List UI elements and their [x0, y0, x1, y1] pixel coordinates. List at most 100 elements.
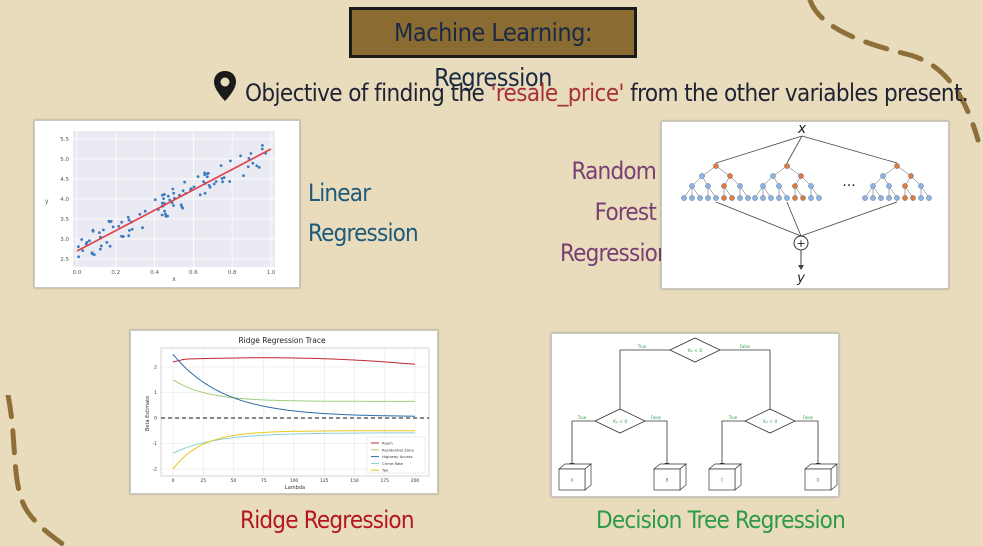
- ridge-y-tick: -2: [153, 467, 158, 473]
- scatter-point: [130, 227, 134, 231]
- dt-leaf-box: [804, 468, 832, 491]
- rf-tree-node: [689, 183, 695, 189]
- scatter-point: [107, 219, 111, 223]
- rf-tree-node: [894, 163, 900, 169]
- dt-right-node: [744, 408, 796, 434]
- rf-tree-node: [870, 195, 876, 201]
- scatter-point: [111, 225, 115, 229]
- ridge-trace-line: [172, 357, 416, 365]
- scatter-point: [162, 197, 165, 200]
- ridge-legend-item: Room: [382, 441, 393, 446]
- dt-right-node-label: X₃ < 0: [763, 419, 778, 425]
- dt-leaf-box: [653, 468, 681, 491]
- rf-tree-node: [776, 183, 782, 189]
- rf-tree-node: [768, 195, 774, 201]
- ridge-x-tick: 150: [350, 478, 359, 484]
- scatter-point: [128, 229, 131, 232]
- scatter-point: [212, 182, 216, 186]
- rf-tree-node: [752, 195, 758, 201]
- ridge-chart-title: Ridge Regression Trace: [238, 336, 326, 345]
- objective-highlight: 'resale_price': [490, 79, 624, 107]
- scatter-point: [202, 180, 205, 183]
- scatter-point: [91, 229, 95, 233]
- regression-line: [76, 148, 272, 252]
- scatter-point: [255, 164, 259, 168]
- scatter-point: [92, 253, 96, 256]
- dt-root-true-edge: True: [637, 344, 647, 349]
- rf-tree-node: [729, 195, 735, 201]
- ridge-x-tick: 0: [172, 478, 175, 484]
- scatter-point: [98, 231, 101, 234]
- scatter-point: [105, 241, 109, 244]
- rf-tree-node: [697, 195, 703, 201]
- random-forest-diagram-panel: x ··· + y: [661, 121, 949, 289]
- scatter-point: [171, 187, 175, 191]
- rf-tree-node: [910, 195, 916, 201]
- rf-tree-node: [798, 173, 804, 179]
- rf-label-line2: Forest: [594, 198, 657, 226]
- scatter-point: [77, 245, 80, 248]
- location-pin-icon: [214, 71, 236, 101]
- rf-tree-node: [705, 183, 711, 189]
- rf-tree-node: [713, 163, 719, 169]
- rf-tree-node: [792, 183, 798, 189]
- scatter-point: [127, 234, 131, 238]
- y-axis-label: y: [45, 198, 49, 205]
- x-tick-label: 0.8: [228, 270, 237, 276]
- rf-tree-node: [705, 195, 711, 201]
- rf-label-line1: Random: [571, 157, 656, 185]
- scatter-point: [214, 180, 218, 183]
- rf-tree-node: [727, 173, 733, 179]
- dt-leaf-edge-label: True: [728, 415, 738, 420]
- dt-left-node: [594, 408, 646, 434]
- random-forest-label: Random Forest Regression: [560, 151, 671, 274]
- ridge-trace-line: [172, 430, 415, 470]
- scatter-point: [120, 234, 123, 238]
- y-tick-label: 3.0: [60, 237, 69, 243]
- scatter-point: [196, 175, 200, 178]
- rf-tree-node: [745, 195, 751, 201]
- dt-leaf-edge-label: False: [803, 415, 814, 420]
- decorative-dashed-curve-bottom: [5, 395, 68, 546]
- scatter-point: [85, 240, 89, 244]
- x-axis-label: x: [172, 276, 176, 283]
- ridge-regression-label: Ridge Regression: [240, 506, 415, 534]
- ridge-y-axis-label: Beta Estimate: [145, 396, 151, 431]
- scatter-point: [166, 194, 170, 198]
- rf-tree-node: [792, 195, 798, 201]
- title-box: Machine Learning: Regression: [349, 7, 637, 92]
- rf-tree-node: [894, 195, 900, 201]
- decision-tree-diagram-panel: X₁ < 0 X₂ < 0 X₃ < 0 True False True A Fal…: [551, 333, 839, 497]
- y-tick-label: 4.5: [60, 177, 69, 183]
- scatter-point: [172, 204, 175, 207]
- scatter-point: [205, 175, 209, 179]
- rf-tree-node: [713, 195, 719, 201]
- scatter-point: [183, 180, 187, 184]
- scatter-point: [166, 214, 170, 218]
- dt-leaf-label: C: [721, 478, 724, 483]
- dt-leaf-edge-label: False: [651, 415, 662, 420]
- decision-tree-label: Decision Tree Regression: [596, 506, 846, 534]
- linear-label-line2: Regression: [308, 219, 419, 247]
- rf-tree-node: [800, 195, 806, 201]
- scatter-point: [260, 147, 264, 151]
- dt-leaf-box: [558, 468, 586, 491]
- scatter-point: [138, 212, 142, 216]
- scatter-point: [126, 215, 130, 219]
- linear-regression-chart: 0.0 0.2 0.4 0.6 0.8 1.02.53.03.54.04.55.05.5 …: [45, 131, 276, 283]
- scatter-point: [172, 191, 176, 195]
- ridge-x-tick: 25: [200, 478, 206, 484]
- scatter-point: [198, 193, 202, 197]
- scatter-point: [153, 198, 157, 202]
- rf-input-label: x: [797, 122, 807, 137]
- dt-leaf-box-side: [584, 463, 592, 491]
- scatter-point: [181, 206, 185, 210]
- ridge-x-tick: 200: [411, 478, 420, 484]
- scatter-point: [261, 144, 264, 147]
- rf-label-line3: Regression: [560, 239, 671, 267]
- scatter-point: [229, 159, 232, 163]
- ridge-x-axis-label: Lambda: [285, 485, 305, 491]
- dt-leaf-box: [708, 468, 736, 491]
- rf-tree-node: [886, 195, 892, 201]
- rf-tree-node: [689, 195, 695, 201]
